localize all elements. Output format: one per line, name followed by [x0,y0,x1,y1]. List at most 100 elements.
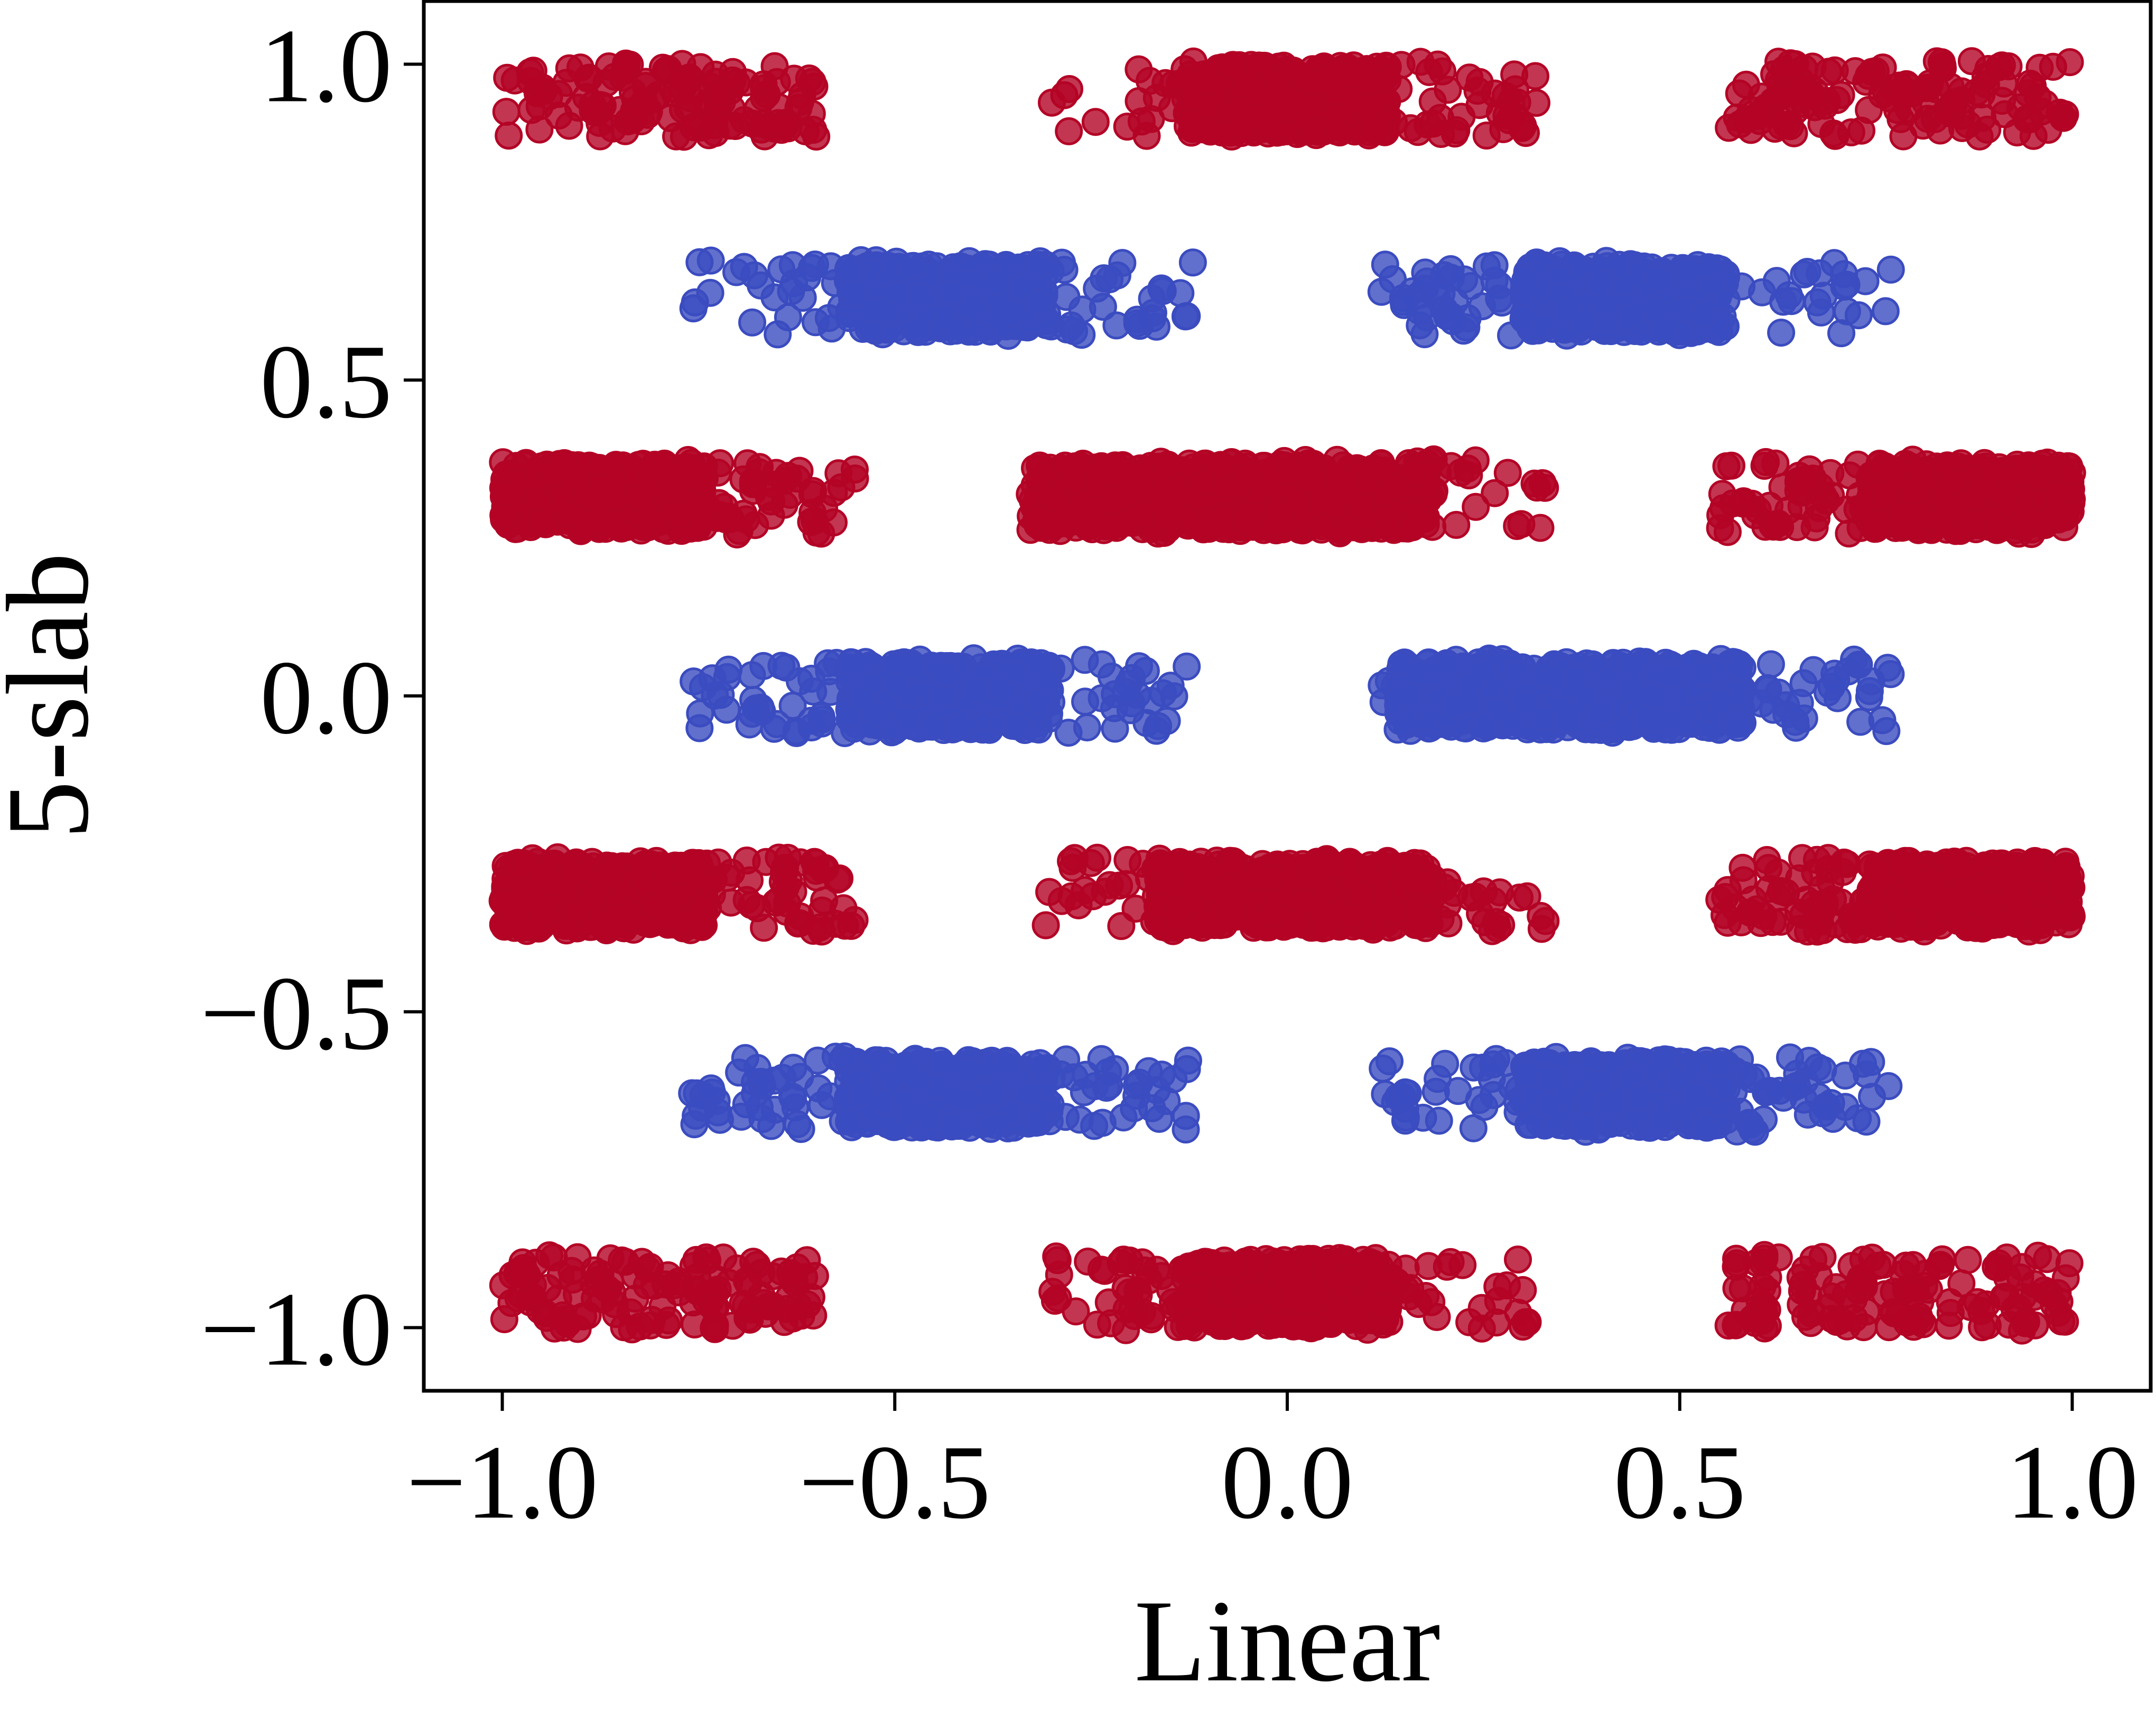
data-point [625,485,654,514]
data-point [635,97,663,126]
data-point [648,53,677,82]
data-point [1390,291,1418,319]
data-point [1885,71,1914,100]
data-point [943,713,971,742]
data-point [1067,321,1096,349]
data-point [688,506,717,535]
data-point [1302,68,1331,96]
data-point [841,278,869,307]
data-point [1175,449,1204,478]
data-point [1792,467,1820,495]
data-point [1726,110,1754,138]
data-point [808,855,837,884]
data-point [1341,61,1369,89]
data-point [1349,493,1377,522]
data-point [918,712,946,741]
data-point [1868,706,1897,734]
data-point [1503,512,1531,540]
data-point [1786,689,1814,717]
point-cluster [1368,644,1905,747]
data-point [749,109,777,138]
point-cluster [488,843,869,946]
data-point [1101,714,1129,743]
data-point [1153,506,1182,534]
data-point [1871,297,1900,326]
data-point [1194,116,1223,144]
data-point [2058,459,2086,487]
data-point [757,501,785,530]
point-cluster [1016,445,1559,548]
data-point [1676,256,1704,284]
data-point [1403,658,1432,687]
data-point [2044,505,2073,534]
data-point [1938,468,1966,496]
data-point [1081,108,1110,136]
data-point [1297,465,1325,494]
data-point [1040,485,1069,514]
data-point [1707,686,1735,715]
data-point [1857,667,1885,695]
data-point [1656,662,1684,690]
data-point [737,891,766,919]
data-point [1095,265,1124,293]
data-point [1764,509,1792,538]
data-point [847,683,875,711]
data-point [799,116,828,144]
data-point [1908,457,1936,486]
data-point [1717,451,1745,480]
data-point [1528,469,1557,497]
data-point [2049,104,2078,132]
data-point [1127,501,1155,529]
data-point [523,486,552,514]
data-point [767,255,796,284]
data-point [1433,650,1461,678]
data-point [1073,713,1101,742]
data-point [770,467,798,495]
data-point [1807,298,1835,327]
data-point [1750,452,1779,480]
data-point [775,867,803,895]
data-point [738,661,766,690]
data-point [1586,699,1614,728]
data-point [747,271,775,300]
data-point [1958,508,1987,537]
data-point [767,652,796,680]
data-point [1055,75,1083,103]
data-point [545,80,573,108]
data-point [1071,687,1099,716]
data-point [732,847,761,875]
data-point [1382,473,1410,501]
data-point [679,294,708,323]
data-point [1262,69,1291,98]
data-point [824,459,853,488]
data-point [1406,48,1435,76]
data-point [1447,103,1476,131]
data-point [1112,678,1140,706]
data-point [1190,514,1219,543]
data-point [882,671,910,699]
data-point [1631,705,1660,733]
data-point [1095,460,1124,488]
data-point [1284,488,1313,517]
data-point [1123,305,1151,334]
data-point [730,253,758,281]
data-point [800,506,829,535]
point-cluster [1367,247,1905,350]
data-point [579,96,607,125]
data-point [1649,315,1677,344]
data-point [1234,462,1262,490]
data-point [1022,506,1051,534]
data-point [656,476,685,504]
data-point [763,710,791,738]
data-point [1876,255,1905,284]
data-point [563,467,591,495]
data-point [1438,691,1467,720]
data-point [1614,303,1642,331]
data-point [1802,504,1830,533]
data-point [1940,88,1968,117]
data-point [1757,650,1785,678]
data-point [492,98,521,126]
data-point [1767,319,1796,347]
data-point [764,320,792,349]
